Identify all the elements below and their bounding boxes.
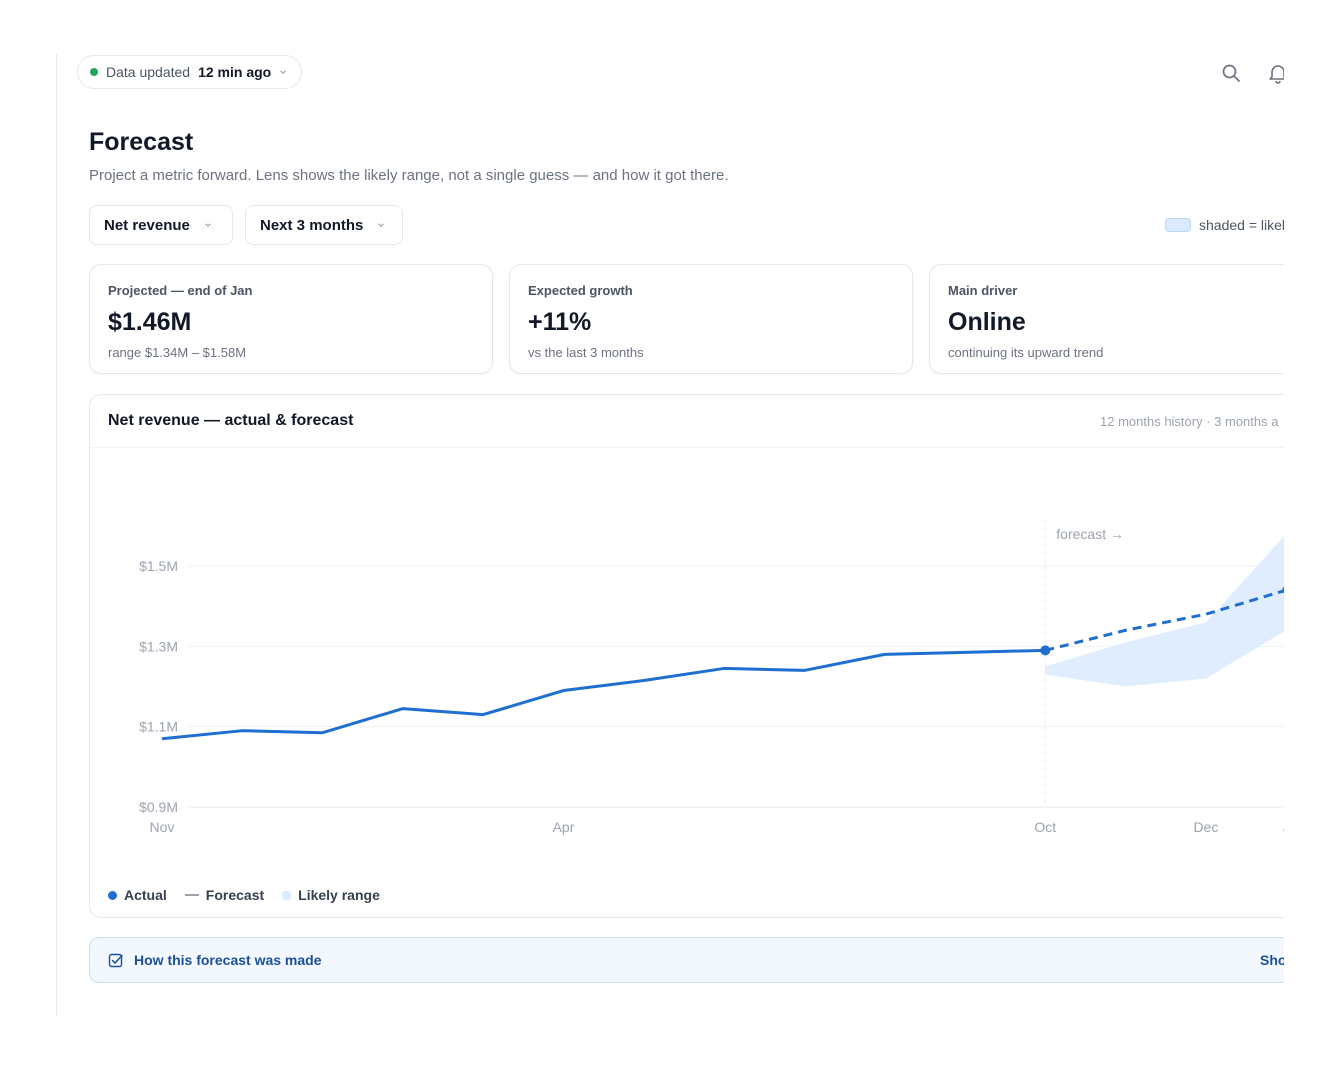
legend-range-swatch [282, 890, 292, 900]
card-label: Main driver [948, 283, 1018, 298]
chart-title: Net revenue — actual & forecast [108, 412, 354, 429]
range-swatch [1165, 218, 1191, 232]
card-value: +11% [528, 308, 592, 336]
revenue-chart: $0.9M $1.1M $1.3M $1.5M Nov Apr Oct Dec Jforecas… [139, 519, 1284, 835]
data-updated-pill[interactable]: Data updated 12 min ago [77, 55, 303, 89]
x-tick-label: Dec [1193, 819, 1218, 835]
card-note: range $1.34M – $1.58M [108, 345, 247, 360]
legend-range-label: Likely range [298, 887, 380, 903]
likely-range-band [1045, 536, 1284, 687]
x-tick-label: Nov [150, 819, 175, 835]
actual-line [161, 648, 1046, 741]
last-actual-point [1040, 645, 1051, 656]
card-value: Online [948, 308, 1026, 336]
chevron-down-icon [280, 70, 287, 74]
legend-actual: Actual [108, 887, 167, 903]
page-title: Forecast [89, 128, 194, 156]
legend-forecast-swatch [184, 894, 199, 896]
legend-actual-swatch [108, 890, 117, 900]
horizon-select-value: Next 3 months [260, 216, 364, 234]
chart-legend: Actual Forecast Likely range [108, 887, 380, 903]
main-panel: Data updated 12 min ago Forecast Project… [57, 0, 1284, 1072]
how-label: How this forecast was made [134, 952, 322, 968]
how-forecast-made-bar[interactable]: How this forecast was made Sho [89, 937, 1284, 983]
search-icon[interactable] [1220, 62, 1242, 84]
forecast-marker-label: forecast → [1056, 526, 1124, 542]
card-value: $1.46M [108, 308, 192, 336]
card-note: vs the last 3 months [528, 345, 644, 360]
status-age: 12 min ago [198, 64, 272, 80]
page-subtitle: Project a metric forward. Lens shows the… [89, 167, 729, 184]
driver-card: Main driver Online continuing its upward… [929, 264, 1284, 374]
legend-range: Likely range [282, 887, 380, 903]
range-legend-text: shaded = likel [1199, 217, 1284, 233]
chart-meta: 12 months history · 3 months a [1100, 414, 1279, 429]
metric-select-value: Net revenue [104, 216, 190, 234]
x-tick-label: Oct [1034, 819, 1056, 835]
legend-actual-label: Actual [124, 887, 167, 903]
card-label: Projected — end of Jan [108, 283, 253, 298]
card-label: Expected growth [528, 283, 633, 298]
growth-card: Expected growth +11% vs the last 3 month… [509, 264, 913, 374]
legend-forecast: Forecast [184, 887, 265, 903]
chevron-down-icon [205, 223, 211, 227]
metric-select[interactable]: Net revenue [89, 205, 233, 245]
bell-icon[interactable] [1267, 62, 1284, 84]
forecast-line [1044, 589, 1284, 652]
y-tick-label: $1.3M [139, 638, 178, 654]
checklist-icon [108, 953, 123, 968]
x-tick-label: J [1283, 819, 1284, 835]
y-tick-label: $1.5M [139, 558, 178, 574]
y-tick-label: $0.9M [139, 799, 178, 815]
legend-forecast-label: Forecast [205, 887, 265, 903]
forecast-end-point [1282, 586, 1284, 594]
left-divider [56, 54, 57, 1016]
projected-card: Projected — end of Jan $1.46M range $1.3… [89, 264, 493, 374]
forecast-chart-card: Net revenue — actual & forecast 12 month… [89, 394, 1284, 918]
y-tick-label: $1.1M [139, 719, 178, 735]
x-tick-label: Apr [553, 819, 575, 835]
chevron-down-icon [378, 223, 385, 227]
show-details-link[interactable]: Sho [1260, 952, 1284, 968]
horizon-select[interactable]: Next 3 months [245, 205, 403, 245]
status-prefix: Data updated [106, 64, 191, 80]
status-dot [90, 68, 98, 76]
range-legend-note: shaded = likel [1165, 217, 1284, 233]
chart-divider [90, 447, 1284, 448]
card-note: continuing its upward trend [948, 345, 1104, 360]
